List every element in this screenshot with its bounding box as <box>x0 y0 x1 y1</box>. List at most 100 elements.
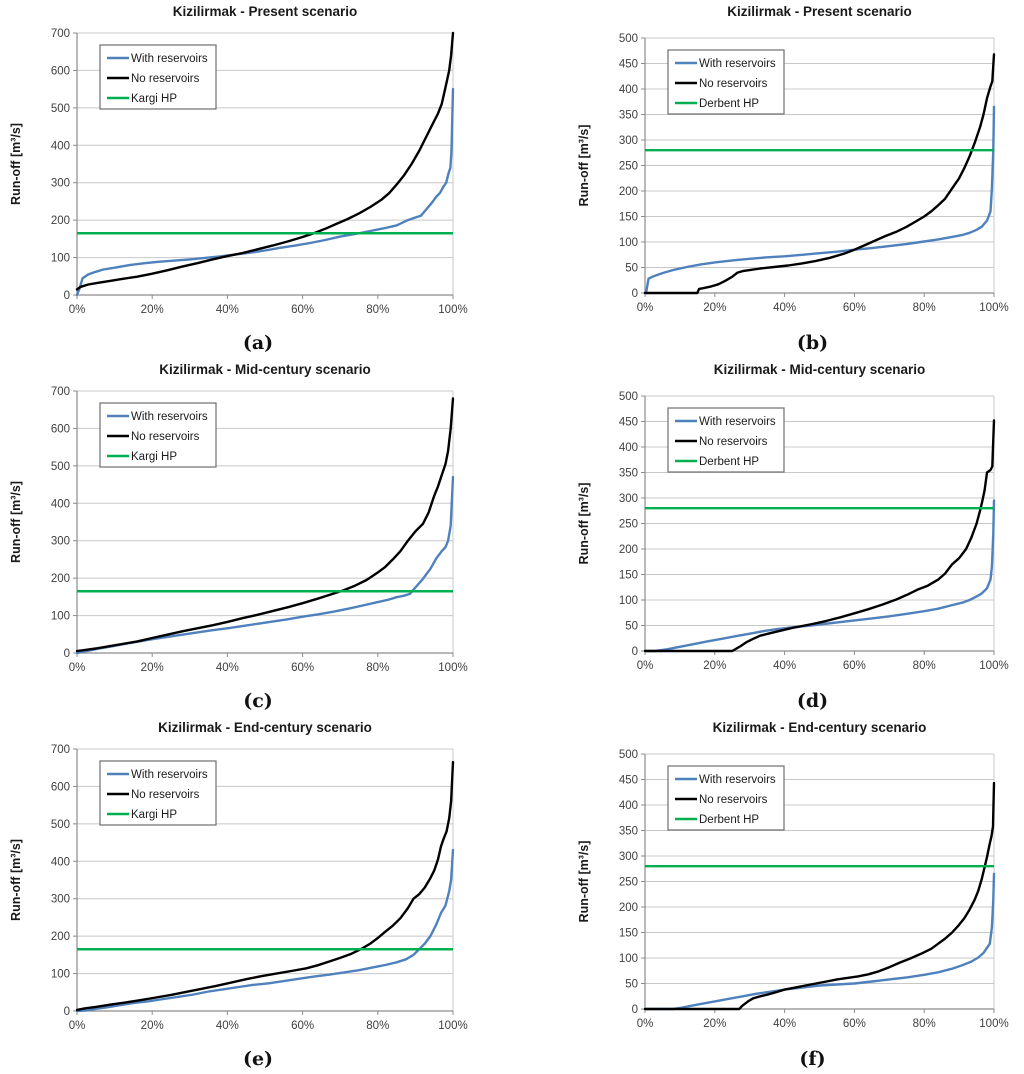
chart-b-canvas: 0 50 100 150 200 250 300 350 400 450 500 0% 20% 40% 60… <box>577 4 1009 314</box>
x-tick-label: 20% <box>141 662 164 674</box>
y-axis-title: Run-off [m³/s] <box>9 839 23 921</box>
legend-label: With reservoirs <box>131 769 208 781</box>
y-tick-label: 700 <box>51 744 70 756</box>
y-tick-label: 0 <box>64 290 70 302</box>
x-tick-label: 80% <box>366 1020 389 1032</box>
y-tick-label: 200 <box>619 544 638 556</box>
x-tick-label: 80% <box>913 1018 936 1030</box>
panel-caption-c: (c) <box>243 690 273 712</box>
y-tick-label: 400 <box>51 856 70 868</box>
legend-label: With reservoirs <box>131 411 208 423</box>
y-tick-label: 300 <box>51 536 70 548</box>
y-tick-label: 250 <box>619 877 638 889</box>
panel-f: 0 50 100 150 200 250 300 350 400 450 500 0% 20% 40% 60… <box>512 716 1024 1074</box>
panel-e: 0 100 200 300 400 500 600 700 0% 20% 40% 60% 80% 100%… <box>0 716 512 1074</box>
x-tick-label: 80% <box>913 660 936 672</box>
legend-label: With reservoirs <box>699 58 776 70</box>
legend-label: No reservoirs <box>699 794 768 806</box>
x-tick-label: 0% <box>69 304 86 316</box>
y-tick-label: 150 <box>619 570 638 582</box>
legend-label: Kargi HP <box>131 451 177 463</box>
panel-a: 0 100 200 300 400 500 600 700 0% 20% 40% 60% 80% 100%… <box>0 0 512 358</box>
chart-title: Kizilirmak - Mid-century scenario <box>159 362 371 377</box>
y-tick-label: 200 <box>51 215 70 227</box>
x-tick-label: 80% <box>913 302 936 314</box>
y-tick-label: 700 <box>51 28 70 40</box>
x-tick-label: 60% <box>291 304 314 316</box>
chart-title: Kizilirmak - Present scenario <box>173 4 358 19</box>
series-line-no-reservoirs <box>75 31 455 291</box>
y-tick-label: 400 <box>619 84 638 96</box>
legend-label: Kargi HP <box>131 93 177 105</box>
y-tick-label: 100 <box>619 237 638 249</box>
x-tick-label: 80% <box>366 304 389 316</box>
x-tick-label: 0% <box>637 302 654 314</box>
legend-label: No reservoirs <box>131 73 200 85</box>
series-line-no-reservoirs <box>75 397 455 653</box>
panel-caption-a: (a) <box>242 332 274 354</box>
y-axis-title: Run-off [m³/s] <box>577 125 591 207</box>
y-tick-label: 400 <box>619 442 638 454</box>
x-tick-label: 40% <box>216 304 239 316</box>
series-line-with-reservoirs <box>643 872 996 1011</box>
legend-label: Derbent HP <box>699 814 759 826</box>
y-tick-label: 400 <box>619 800 638 812</box>
y-tick-label: 250 <box>619 519 638 531</box>
legend-label: Derbent HP <box>699 98 759 110</box>
y-tick-label: 50 <box>625 979 638 991</box>
series-line-with-reservoirs <box>75 848 455 1013</box>
y-tick-label: 500 <box>619 33 638 45</box>
y-tick-label: 450 <box>619 417 638 429</box>
y-tick-label: 200 <box>51 573 70 585</box>
legend-label: With reservoirs <box>699 774 776 786</box>
y-tick-label: 250 <box>619 161 638 173</box>
x-tick-label: 60% <box>291 662 314 674</box>
y-tick-label: 600 <box>51 65 70 77</box>
y-tick-label: 350 <box>619 826 638 838</box>
series-line-with-reservoirs <box>75 87 455 297</box>
y-tick-label: 200 <box>619 186 638 198</box>
x-tick-label: 0% <box>69 1020 86 1032</box>
y-tick-label: 500 <box>51 103 70 115</box>
x-tick-label: 0% <box>637 1018 654 1030</box>
panel-caption-d: (d) <box>796 690 829 712</box>
y-axis-title: Run-off [m³/s] <box>577 841 591 923</box>
y-tick-label: 350 <box>619 110 638 122</box>
y-tick-label: 500 <box>51 819 70 831</box>
x-tick-label: 60% <box>291 1020 314 1032</box>
y-tick-label: 450 <box>619 775 638 787</box>
series-line-no-reservoirs <box>643 781 996 1011</box>
x-tick-label: 20% <box>703 302 726 314</box>
x-tick-label: 100% <box>979 660 1008 672</box>
y-tick-label: 0 <box>632 646 638 658</box>
y-tick-label: 0 <box>64 648 70 660</box>
y-tick-label: 300 <box>51 178 70 190</box>
y-tick-label: 400 <box>51 498 70 510</box>
legend-label: No reservoirs <box>131 789 200 801</box>
x-tick-label: 100% <box>979 1018 1008 1030</box>
x-tick-label: 20% <box>141 1020 164 1032</box>
chart-d-canvas: 0 50 100 150 200 250 300 350 400 450 500 0% 20% 40% 60… <box>577 362 1009 672</box>
legend-label: No reservoirs <box>131 431 200 443</box>
x-tick-label: 60% <box>843 1018 866 1030</box>
y-axis-title: Run-off [m³/s] <box>9 481 23 563</box>
y-tick-label: 600 <box>51 781 70 793</box>
legend-label: Kargi HP <box>131 809 177 821</box>
y-tick-label: 150 <box>619 928 638 940</box>
y-tick-label: 0 <box>632 1004 638 1016</box>
y-tick-label: 100 <box>619 595 638 607</box>
chart-e-canvas: 0 100 200 300 400 500 600 700 0% 20% 40% 60% 80% 100%… <box>9 720 468 1032</box>
y-tick-label: 100 <box>51 611 70 623</box>
y-tick-label: 200 <box>51 931 70 943</box>
y-tick-label: 600 <box>51 423 70 435</box>
panel-caption-e: (e) <box>242 1048 274 1070</box>
series-line-with-reservoirs <box>643 499 996 653</box>
chart-title: Kizilirmak - End-century scenario <box>713 720 927 735</box>
chart-title: Kizilirmak - Mid-century scenario <box>714 362 926 377</box>
chart-a-canvas: 0 100 200 300 400 500 600 700 0% 20% 40% 60% 80% 100%… <box>9 4 468 316</box>
y-tick-label: 300 <box>619 135 638 147</box>
panel-c: 0 100 200 300 400 500 600 700 0% 20% 40% 60% 80% 100%… <box>0 358 512 716</box>
x-tick-label: 60% <box>843 660 866 672</box>
y-tick-label: 300 <box>51 894 70 906</box>
